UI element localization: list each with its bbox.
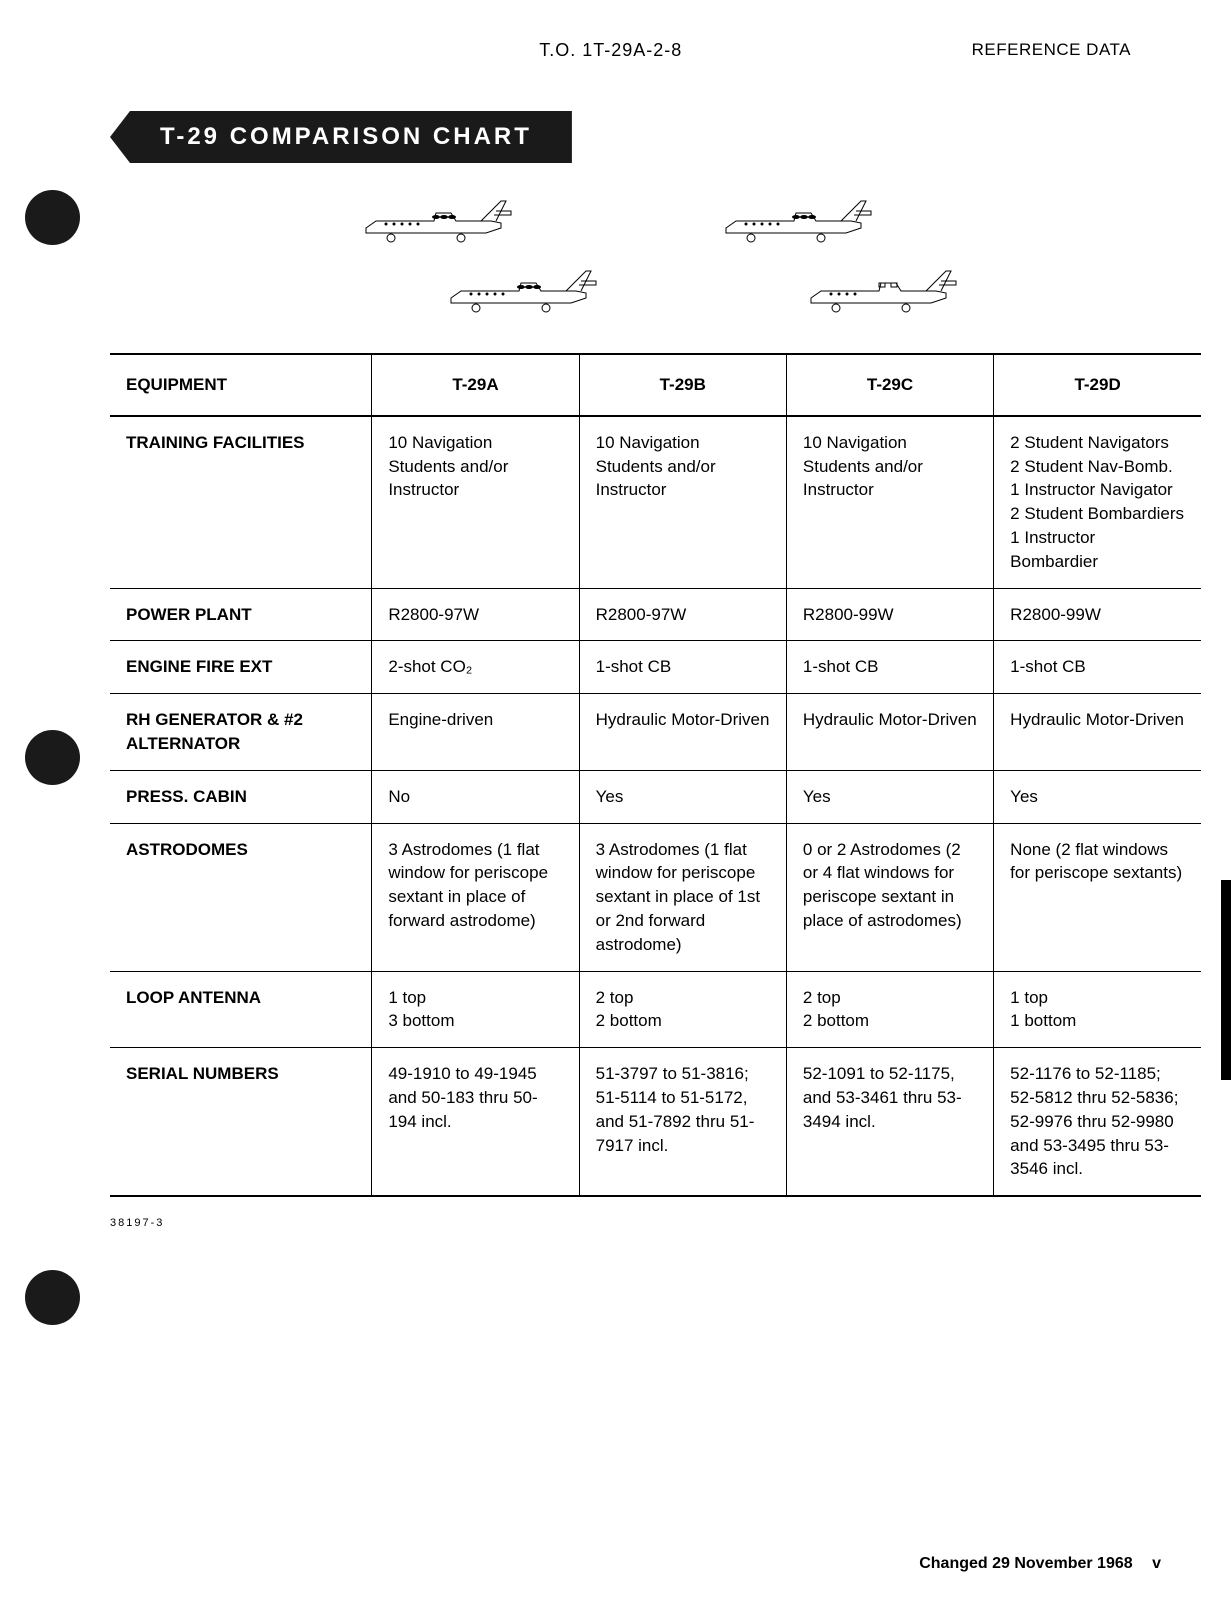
table-row: SERIAL NUMBERS49-1910 to 49-1945 and 50-… xyxy=(110,1048,1201,1196)
header-t29a: T-29A xyxy=(372,354,579,416)
binder-hole xyxy=(25,730,80,785)
cell-t29d: R2800-99W xyxy=(994,588,1201,641)
figure-number: 38197-3 xyxy=(110,1217,1161,1229)
table-row: ASTRODOMES3 Astrodomes (1 flat window fo… xyxy=(110,823,1201,971)
page-footer: Changed 29 November 1968 v xyxy=(919,1555,1161,1573)
cell-t29d: Yes xyxy=(994,770,1201,823)
cell-t29a: Engine-driven xyxy=(372,694,579,771)
aircraft-illustrations-row-1 xyxy=(70,193,1161,253)
aircraft-icon xyxy=(706,193,886,253)
table-row: PRESS. CABINNoYesYesYes xyxy=(110,770,1201,823)
cell-t29c: 2 top 2 bottom xyxy=(786,971,993,1048)
row-label: ENGINE FIRE EXT xyxy=(110,641,372,694)
cell-t29a: 2-shot CO₂ xyxy=(372,641,579,694)
cell-t29c: 1-shot CB xyxy=(786,641,993,694)
cell-t29d: 2 Student Navigators 2 Student Nav-Bomb.… xyxy=(994,416,1201,588)
table-row: POWER PLANTR2800-97WR2800-97WR2800-99WR2… xyxy=(110,588,1201,641)
row-label: PRESS. CABIN xyxy=(110,770,372,823)
table-row: RH GENERATOR & #2 ALTERNATOREngine-drive… xyxy=(110,694,1201,771)
cell-t29d: 1 top 1 bottom xyxy=(994,971,1201,1048)
footer-changed-date: Changed 29 November 1968 xyxy=(919,1555,1132,1572)
cell-t29b: 10 Navigation Students and/or Instructor xyxy=(579,416,786,588)
cell-t29a: 1 top 3 bottom xyxy=(372,971,579,1048)
aircraft-illustrations-row-2 xyxy=(240,263,1161,323)
aircraft-icon xyxy=(791,263,971,323)
cell-t29b: Yes xyxy=(579,770,786,823)
cell-t29b: R2800-97W xyxy=(579,588,786,641)
table-row: TRAINING FACILITIES10 Navigation Student… xyxy=(110,416,1201,588)
cell-t29a: 10 Navigation Students and/or Instructor xyxy=(372,416,579,588)
binder-hole xyxy=(25,190,80,245)
header-equipment: EQUIPMENT xyxy=(110,354,372,416)
header-section: REFERENCE DATA xyxy=(972,40,1131,61)
row-label: RH GENERATOR & #2 ALTERNATOR xyxy=(110,694,372,771)
row-label: POWER PLANT xyxy=(110,588,372,641)
footer-page-number: v xyxy=(1152,1555,1161,1572)
cell-t29b: 1-shot CB xyxy=(579,641,786,694)
header-document-number: T.O. 1T-29A-2-8 xyxy=(250,40,972,61)
row-label: SERIAL NUMBERS xyxy=(110,1048,372,1196)
cell-t29d: 1-shot CB xyxy=(994,641,1201,694)
row-label: TRAINING FACILITIES xyxy=(110,416,372,588)
cell-t29c: 10 Navigation Students and/or Instructor xyxy=(786,416,993,588)
aircraft-icon xyxy=(431,263,611,323)
cell-t29c: 52-1091 to 52-1175, and 53-3461 thru 53-… xyxy=(786,1048,993,1196)
cell-t29d: 52-1176 to 52-1185; 52-5812 thru 52-5836… xyxy=(994,1048,1201,1196)
cell-t29a: R2800-97W xyxy=(372,588,579,641)
chart-title-banner: T-29 COMPARISON CHART xyxy=(110,111,572,163)
cell-t29c: R2800-99W xyxy=(786,588,993,641)
edge-mark xyxy=(1221,880,1231,1080)
row-label: LOOP ANTENNA xyxy=(110,971,372,1048)
page-header: T.O. 1T-29A-2-8 REFERENCE DATA xyxy=(70,40,1161,61)
cell-t29a: 3 Astrodomes (1 flat window for periscop… xyxy=(372,823,579,971)
table-header-row: EQUIPMENT T-29A T-29B T-29C T-29D xyxy=(110,354,1201,416)
cell-t29a: 49-1910 to 49-1945 and 50-183 thru 50-19… xyxy=(372,1048,579,1196)
cell-t29b: 2 top 2 bottom xyxy=(579,971,786,1048)
aircraft-icon xyxy=(346,193,526,253)
table-row: ENGINE FIRE EXT2-shot CO₂1-shot CB1-shot… xyxy=(110,641,1201,694)
binder-hole xyxy=(25,1270,80,1325)
cell-t29b: 3 Astrodomes (1 flat window for periscop… xyxy=(579,823,786,971)
cell-t29c: 0 or 2 Astrodomes (2 or 4 flat windows f… xyxy=(786,823,993,971)
cell-t29b: Hydraulic Motor-Driven xyxy=(579,694,786,771)
table-row: LOOP ANTENNA1 top 3 bottom2 top 2 bottom… xyxy=(110,971,1201,1048)
header-t29d: T-29D xyxy=(994,354,1201,416)
cell-t29a: No xyxy=(372,770,579,823)
header-t29c: T-29C xyxy=(786,354,993,416)
cell-t29c: Hydraulic Motor-Driven xyxy=(786,694,993,771)
header-t29b: T-29B xyxy=(579,354,786,416)
cell-t29b: 51-3797 to 51-3816; 51-5114 to 51-5172, … xyxy=(579,1048,786,1196)
cell-t29c: Yes xyxy=(786,770,993,823)
row-label: ASTRODOMES xyxy=(110,823,372,971)
cell-t29d: Hydraulic Motor-Driven xyxy=(994,694,1201,771)
cell-t29d: None (2 flat windows for periscope sexta… xyxy=(994,823,1201,971)
comparison-table: EQUIPMENT T-29A T-29B T-29C T-29D TRAINI… xyxy=(110,353,1201,1197)
